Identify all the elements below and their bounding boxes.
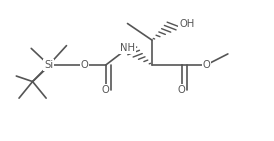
Text: O: O (178, 85, 185, 95)
Text: O: O (202, 60, 210, 70)
Text: Si: Si (44, 60, 53, 70)
Text: OH: OH (179, 18, 194, 28)
Text: O: O (80, 60, 88, 70)
Text: NH: NH (120, 43, 135, 53)
Text: O: O (102, 85, 110, 95)
